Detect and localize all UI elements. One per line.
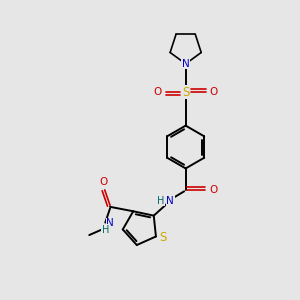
- Text: N: N: [182, 59, 190, 69]
- Text: N: N: [166, 196, 174, 206]
- Text: N: N: [106, 218, 114, 228]
- Text: O: O: [99, 177, 107, 187]
- Text: H: H: [157, 196, 164, 206]
- Text: H: H: [102, 225, 109, 235]
- Text: O: O: [154, 87, 162, 97]
- Text: S: S: [182, 85, 189, 98]
- Text: O: O: [209, 87, 218, 97]
- Text: S: S: [159, 232, 167, 244]
- Text: O: O: [209, 185, 217, 195]
